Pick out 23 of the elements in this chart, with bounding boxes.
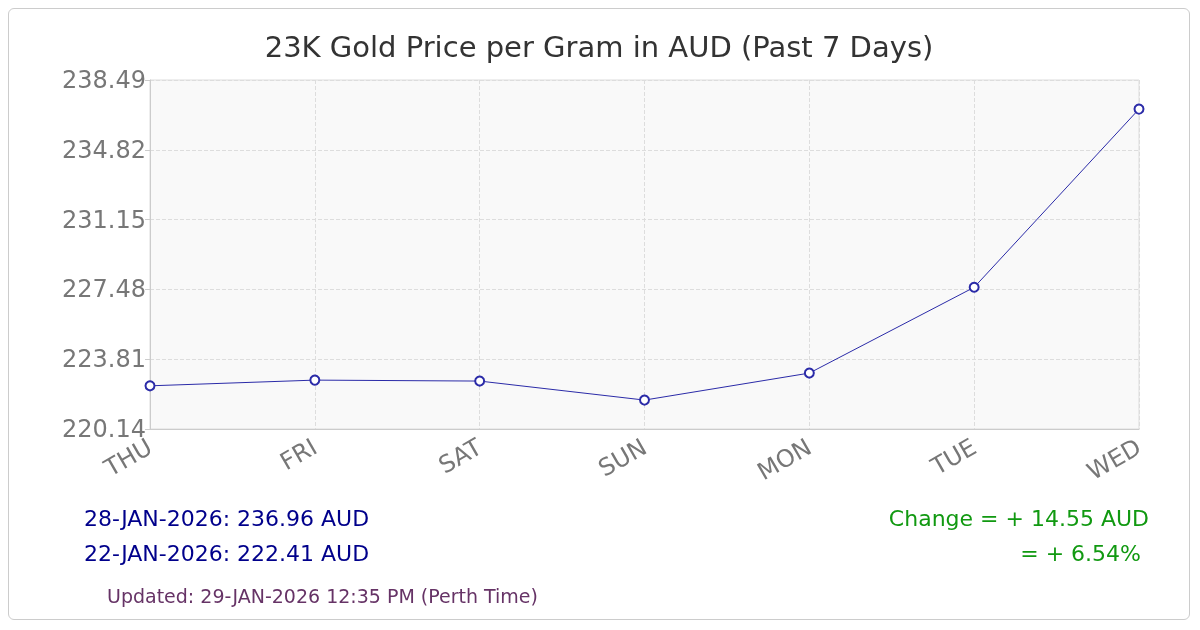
- point: [309, 374, 321, 386]
- x-tick-label: WED: [1082, 432, 1146, 486]
- point: [968, 281, 980, 293]
- text: 22-JAN-2026: 222.41 AUD: [84, 540, 370, 566]
- chart-title: 23K Gold Price per Gram in AUD (Past 7 Days): [264, 29, 934, 64]
- point: [144, 380, 156, 392]
- point: [1133, 103, 1145, 115]
- x-tick-label: SAT: [433, 432, 487, 480]
- y-tick-label: 223.81: [62, 345, 146, 374]
- y-tick-label: 238.49: [62, 66, 146, 94]
- x-tick-label: FRI: [275, 432, 322, 476]
- y-tick-label: 227.48: [62, 275, 146, 304]
- y-tick-label: 234.82: [62, 135, 146, 164]
- text: 28-JAN-2026: 236.96 AUD: [84, 505, 370, 531]
- point: [474, 375, 486, 387]
- point: [639, 394, 650, 406]
- x-tick-label: SUN: [593, 432, 652, 483]
- point: [803, 367, 815, 379]
- x-tick-label: TUE: [925, 432, 982, 482]
- text: Updated: 29-JAN-2026 12:35 PM (Perth Time): [107, 584, 538, 607]
- text: Change = + 14.55 AUD: [888, 505, 1150, 531]
- text: = + 6.54%: [1020, 540, 1142, 566]
- y-tick-label: 231.15: [62, 205, 146, 234]
